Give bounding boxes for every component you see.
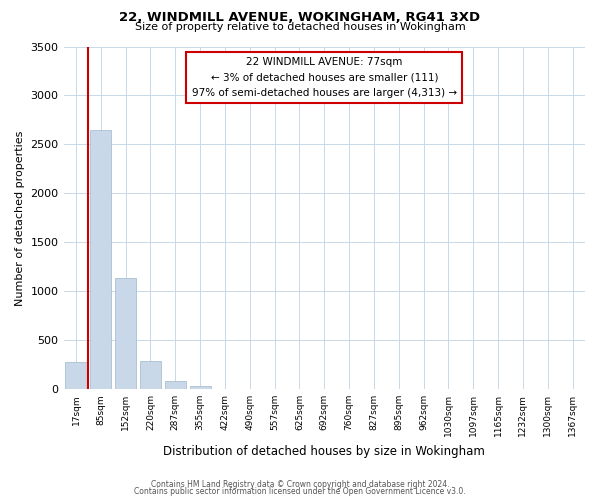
- Text: 22, WINDMILL AVENUE, WOKINGHAM, RG41 3XD: 22, WINDMILL AVENUE, WOKINGHAM, RG41 3XD: [119, 11, 481, 24]
- Text: Contains public sector information licensed under the Open Government Licence v3: Contains public sector information licen…: [134, 487, 466, 496]
- Bar: [165, 381, 186, 389]
- Text: Contains HM Land Registry data © Crown copyright and database right 2024.: Contains HM Land Registry data © Crown c…: [151, 480, 449, 489]
- Bar: [65, 362, 86, 389]
- Bar: [190, 386, 211, 389]
- X-axis label: Distribution of detached houses by size in Wokingham: Distribution of detached houses by size …: [163, 444, 485, 458]
- Text: Size of property relative to detached houses in Wokingham: Size of property relative to detached ho…: [134, 22, 466, 32]
- Text: 22 WINDMILL AVENUE: 77sqm
← 3% of detached houses are smaller (111)
97% of semi-: 22 WINDMILL AVENUE: 77sqm ← 3% of detach…: [192, 57, 457, 98]
- Bar: [140, 362, 161, 389]
- Y-axis label: Number of detached properties: Number of detached properties: [15, 130, 25, 306]
- Bar: [115, 278, 136, 389]
- Bar: [90, 130, 112, 389]
